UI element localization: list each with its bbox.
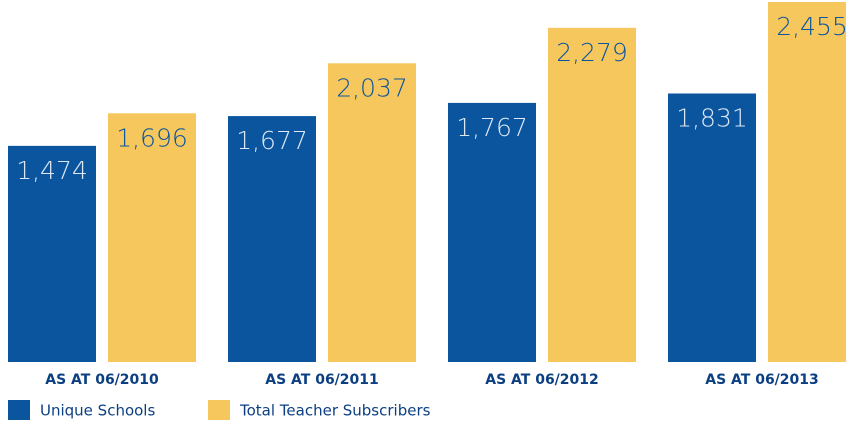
value-label: 1,767 bbox=[456, 113, 528, 142]
value-label: 1,474 bbox=[16, 156, 88, 185]
bar bbox=[668, 93, 756, 362]
legend-swatch bbox=[8, 400, 30, 420]
bar bbox=[448, 102, 536, 362]
bar bbox=[8, 145, 96, 362]
bar bbox=[108, 113, 196, 362]
x-tick-label: AS AT 06/2012 bbox=[485, 372, 599, 388]
legend-label: Total Teacher Subscribers bbox=[239, 402, 431, 420]
bar bbox=[768, 2, 846, 362]
legend-label: Unique Schools bbox=[40, 402, 155, 420]
value-label: 2,455 bbox=[776, 12, 846, 41]
value-label: 1,696 bbox=[116, 123, 188, 152]
value-label: 1,677 bbox=[236, 126, 308, 155]
bar bbox=[328, 63, 416, 362]
bar bbox=[228, 116, 316, 362]
x-tick-label: AS AT 06/2010 bbox=[45, 372, 159, 388]
legend-swatch bbox=[208, 400, 230, 420]
x-tick-label: AS AT 06/2011 bbox=[265, 372, 379, 388]
x-tick-label: AS AT 06/2013 bbox=[705, 372, 819, 388]
value-label: 2,037 bbox=[336, 73, 408, 102]
bar bbox=[548, 27, 636, 362]
value-label: 1,831 bbox=[676, 104, 748, 133]
value-label: 2,279 bbox=[556, 38, 628, 67]
